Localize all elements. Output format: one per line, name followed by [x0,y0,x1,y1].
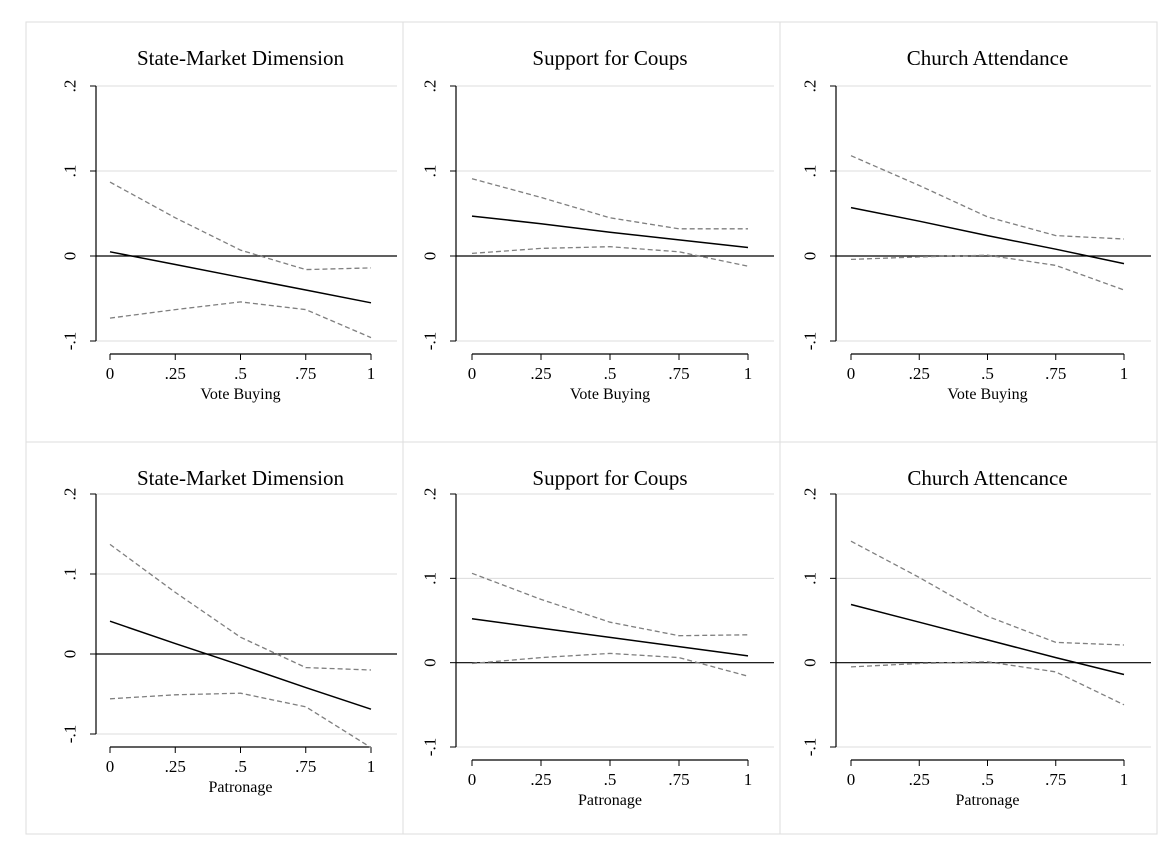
y-tick-label: 0 [61,650,80,659]
lower-ci-line [471,652,749,677]
x-tick-label: 1 [744,770,753,789]
y-tick-label: .1 [61,165,80,178]
y-tick-label: .1 [421,165,440,178]
x-axis-title: Vote Buying [570,386,650,403]
x-tick-label: .75 [295,364,316,383]
x-tick-label: .25 [530,364,551,383]
x-tick-label: 1 [367,757,376,776]
lower-ci-line [471,246,749,267]
y-tick-label: .2 [421,488,440,501]
upper-ci-line [471,178,748,230]
panel-border [402,441,781,835]
y-tick-label: 0 [421,658,440,667]
x-tick-label: .25 [165,364,186,383]
x-tick-label: .5 [234,364,247,383]
x-tick-label: 1 [1120,770,1129,789]
y-tick-label: 0 [61,252,80,261]
x-tick-label: .25 [530,770,551,789]
x-tick-label: .75 [668,364,689,383]
y-tick-label: -.1 [61,725,80,743]
estimate-line [471,215,749,249]
y-tick-label: 0 [421,252,440,261]
x-axis-title: Vote Buying [947,386,1027,403]
x-axis-title: Patronage [209,779,273,796]
chart-panel: -.1 0 .1 .2 0 .25 .5 .75 1 Patronage State-Market … [25,441,404,835]
x-tick-label: .5 [981,364,994,383]
x-tick-label: 1 [744,364,753,383]
x-tick-label: .25 [165,757,186,776]
y-tick-label: 0 [801,658,820,667]
y-tick-label: -.1 [801,738,820,756]
x-tick-label: .5 [604,364,617,383]
y-tick-label: -.1 [421,332,440,350]
y-tick-label: .1 [61,568,80,581]
x-tick-label: 0 [468,770,477,789]
panel-title: Support for Coups [532,46,687,70]
x-tick-label: .75 [295,757,316,776]
y-tick-label: .1 [801,165,820,178]
y-tick-label: .2 [61,80,80,93]
panel-border [402,21,781,443]
x-tick-label: 0 [847,364,856,383]
x-axis-title: Patronage [956,792,1020,809]
x-tick-label: .75 [1045,364,1066,383]
upper-ci-line [109,543,372,671]
x-tick-label: .25 [909,770,930,789]
y-tick-label: .1 [801,572,820,585]
upper-ci-line [471,572,749,637]
x-tick-label: 0 [106,364,115,383]
panel-title: Support for Coups [532,466,687,490]
panel-border [25,441,404,835]
y-tick-label: .2 [801,80,820,93]
chart-panel: -.1 0 .1 .2 0 .25 .5 .75 1 Patronage Church Attenc… [779,441,1158,835]
panel-title: Church Attencance [907,466,1067,490]
x-tick-label: 0 [468,364,477,383]
x-tick-label: .5 [981,770,994,789]
y-tick-label: 0 [801,252,820,261]
chart-panel: -.1 0 .1 .2 0 .25 .5 .75 1 Vote Buying State-Marke… [25,21,404,443]
x-tick-label: .5 [604,770,617,789]
y-tick-label: .2 [421,80,440,93]
chart-panel: -.1 0 .1 .2 0 .25 .5 .75 1 Vote Buying Church Atte… [779,21,1158,443]
x-tick-label: .5 [234,757,247,776]
lower-ci-line [109,301,372,339]
upper-ci-line [850,155,1125,240]
x-tick-label: 0 [847,770,856,789]
y-tick-label: .1 [421,572,440,585]
x-tick-label: .75 [1045,770,1066,789]
panel-border [25,21,404,443]
panel-title: Church Attendance [907,46,1069,70]
panel-title: State-Market Dimension [137,46,345,70]
chart-panel: -.1 0 .1 .2 0 .25 .5 .75 1 Vote Buying Support for… [402,21,781,443]
lower-ci-line [850,661,1125,706]
y-tick-label: .2 [801,488,820,501]
estimate-line [109,251,372,304]
panel-title: State-Market Dimension [137,466,345,490]
x-tick-label: .25 [909,364,930,383]
lower-ci-line [850,254,1125,291]
lower-ci-line [109,692,372,749]
estimate-line [850,206,1125,265]
estimate-line [109,620,372,710]
y-tick-label: -.1 [61,332,80,350]
estimate-line [471,618,749,657]
chart-panel: -.1 0 .1 .2 0 .25 .5 .75 1 Patronage Support for C… [402,441,781,835]
x-tick-label: .75 [668,770,689,789]
x-tick-label: 0 [106,757,115,776]
x-axis-title: Vote Buying [200,386,280,403]
x-axis-title: Patronage [578,792,642,809]
y-tick-label: -.1 [801,332,820,350]
y-tick-label: .2 [61,488,80,501]
y-tick-label: -.1 [421,738,440,756]
estimate-line [850,603,1125,676]
x-tick-label: 1 [367,364,376,383]
upper-ci-line [850,540,1125,646]
x-tick-label: 1 [1120,364,1129,383]
panel-border [779,441,1158,835]
upper-ci-line [109,181,372,271]
